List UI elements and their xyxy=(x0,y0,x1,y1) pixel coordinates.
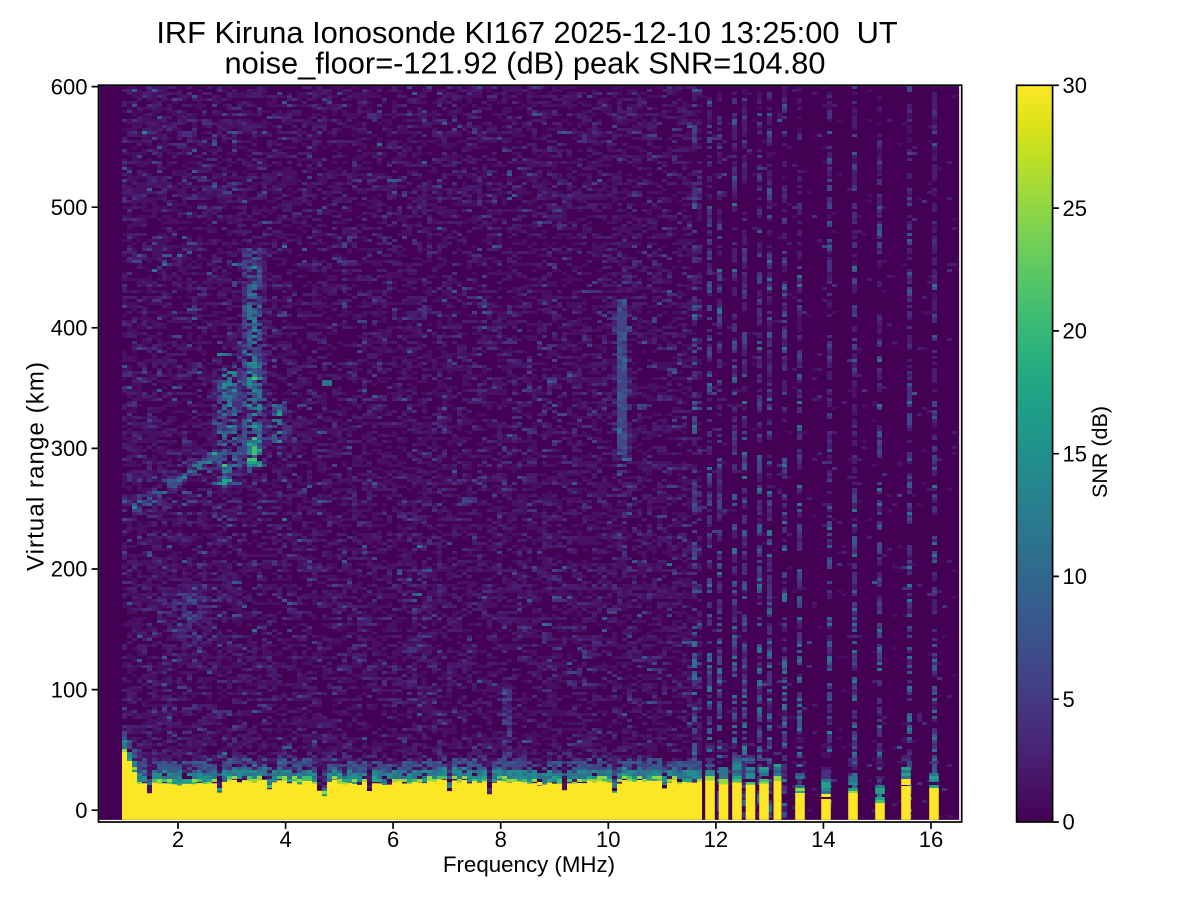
svg-text:14: 14 xyxy=(811,827,835,852)
svg-text:300: 300 xyxy=(51,436,88,461)
svg-text:16: 16 xyxy=(919,827,943,852)
svg-text:30: 30 xyxy=(1063,73,1087,98)
svg-text:0: 0 xyxy=(75,798,87,823)
svg-text:2: 2 xyxy=(172,827,184,852)
svg-text:Virtual range (km): Virtual range (km) xyxy=(23,361,50,571)
svg-text:20: 20 xyxy=(1063,319,1087,344)
svg-text:25: 25 xyxy=(1063,196,1087,221)
svg-text:400: 400 xyxy=(51,316,88,341)
svg-text:600: 600 xyxy=(51,74,88,99)
svg-text:4: 4 xyxy=(279,827,291,852)
svg-text:200: 200 xyxy=(51,557,88,582)
svg-text:10: 10 xyxy=(596,827,620,852)
svg-text:6: 6 xyxy=(387,827,399,852)
svg-text:0: 0 xyxy=(1063,810,1075,835)
svg-text:500: 500 xyxy=(51,195,88,220)
svg-text:noise_floor=-121.92 (dB) peak: noise_floor=-121.92 (dB) peak SNR=104.80 xyxy=(225,46,826,81)
svg-text:10: 10 xyxy=(1063,564,1087,589)
svg-text:IRF Kiruna Ionosonde KI167 202: IRF Kiruna Ionosonde KI167 2025-12-10 13… xyxy=(156,15,898,50)
svg-text:5: 5 xyxy=(1063,687,1075,712)
svg-text:100: 100 xyxy=(51,677,88,702)
svg-text:SNR (dB): SNR (dB) xyxy=(1088,406,1112,498)
svg-text:15: 15 xyxy=(1063,441,1087,466)
svg-text:12: 12 xyxy=(704,827,728,852)
svg-text:8: 8 xyxy=(495,827,507,852)
svg-text:Frequency (MHz): Frequency (MHz) xyxy=(443,852,615,877)
